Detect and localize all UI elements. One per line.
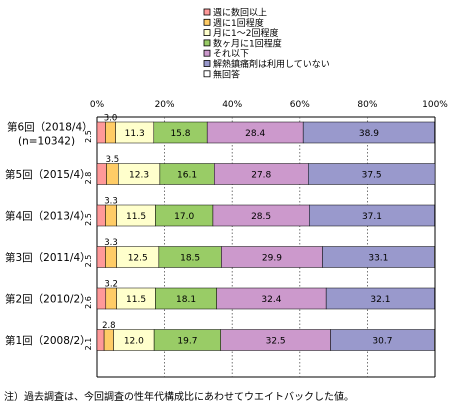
category-label-4: 第3回（2011/4） <box>5 251 91 264</box>
value-label-s1-r5: 2.6 <box>84 296 93 309</box>
value-label-s5-r1: 28.4 <box>245 129 265 139</box>
value-label-s1-r4: 2.5 <box>84 255 93 268</box>
legend-label-5: それ以下 <box>213 49 249 60</box>
bar-segment-s6-r2 <box>308 163 436 185</box>
bar-segment-s1-r5 <box>96 287 107 310</box>
value-label-s1-r6: 2.1 <box>84 338 93 351</box>
legend-label-7: 無回答 <box>213 68 240 80</box>
x-tick-label-0pct: 0% <box>90 100 105 110</box>
value-label-s1-r2: 2.8 <box>84 172 93 185</box>
legend-swatch-4 <box>203 39 211 47</box>
category-label-1: 第6回（2018/4） <box>7 121 93 134</box>
value-label-s4-r4: 18.5 <box>180 254 200 264</box>
value-label-s6-r3: 37.1 <box>362 212 382 222</box>
value-label-s3-r5: 11.5 <box>126 295 146 305</box>
value-label-s6-r4: 33.1 <box>368 254 388 264</box>
value-label-s4-r5: 18.1 <box>176 295 196 305</box>
legend-label-1: 週に数回以上 <box>213 7 267 19</box>
value-label-s4-r2: 16.1 <box>177 171 197 181</box>
bar-segment-s2-r2 <box>106 163 119 185</box>
chart-footnote: 注）過去調査は、今回調査の性年代構成比にあわせてウエイトバックした値。 <box>4 392 354 403</box>
value-label-s2-r6: 2.8 <box>102 321 116 331</box>
value-label-s5-r3: 28.5 <box>251 212 271 222</box>
value-label-s3-r3: 11.5 <box>126 212 146 222</box>
value-label-s6-r5: 32.1 <box>370 295 390 305</box>
x-tick-label-20pct: 20% <box>155 100 175 110</box>
bar-segment-s1-r2 <box>96 163 107 185</box>
value-label-s6-r1: 38.9 <box>359 129 379 139</box>
value-label-s1-r1: 2.5 <box>84 130 93 143</box>
value-label-s1-r3: 2.5 <box>84 213 93 226</box>
x-tick-label-40pct: 40% <box>222 100 242 110</box>
value-label-s2-r3: 3.3 <box>104 197 118 207</box>
value-label-s6-r2: 37.5 <box>362 171 382 181</box>
x-tick-label-100pct: 100% <box>422 100 448 110</box>
bar-segment-s7-r6 <box>434 329 436 351</box>
value-label-s4-r3: 17.0 <box>174 212 194 222</box>
legend-label-4: 数ヶ月に1回程度 <box>213 37 282 49</box>
value-label-s2-r2: 3.5 <box>106 155 120 165</box>
value-label-s2-r4: 3.3 <box>104 238 118 248</box>
legend-swatch-6 <box>203 60 211 67</box>
legend-label-6: 解熱鎮痛剤は利用していない <box>213 58 330 70</box>
category-label-6: 第1回（2008/2） <box>5 334 91 347</box>
legend-swatch-3 <box>203 29 211 37</box>
value-label-s3-r1: 11.3 <box>125 129 145 139</box>
value-label-s2-r5: 3.2 <box>104 280 118 290</box>
value-label-s2-r1: 3.0 <box>104 114 118 124</box>
value-label-s5-r4: 29.9 <box>262 254 282 264</box>
x-tick-label-60pct: 60% <box>290 100 310 110</box>
bar-segment-s2-r4 <box>105 246 117 268</box>
legend-swatch-5 <box>203 49 211 57</box>
value-label-s5-r2: 27.8 <box>251 171 271 181</box>
category-label-3: 第4回（2013/4） <box>5 210 91 223</box>
value-label-s3-r6: 12.0 <box>124 337 144 347</box>
value-label-s5-r6: 32.5 <box>266 337 286 347</box>
legend-swatch-2 <box>203 18 211 26</box>
value-label-s4-r6: 19.7 <box>177 337 197 347</box>
category-label-5: 第2回（2010/2） <box>5 293 91 306</box>
bar-segment-s2-r6 <box>103 329 114 351</box>
value-label-s6-r6: 30.7 <box>372 337 392 347</box>
bar-segment-s1-r6 <box>96 329 105 351</box>
bar-segment-s2-r5 <box>105 287 117 310</box>
category-label-2: 第5回（2015/4） <box>5 168 91 181</box>
bar-segment-s2-r3 <box>105 204 117 227</box>
bar-segment-s1-r3 <box>96 204 106 227</box>
legend-swatch-1 <box>203 8 211 16</box>
value-label-s5-r5: 32.4 <box>261 295 281 305</box>
bar-segment-s1-r4 <box>96 246 106 268</box>
value-label-s4-r1: 15.8 <box>170 129 190 139</box>
bar-segment-s7-r4 <box>434 246 436 268</box>
value-label-s3-r4: 12.5 <box>128 254 148 264</box>
bar-segment-s2-r1 <box>105 121 116 144</box>
legend-label-3: 月に1～2回程度 <box>213 27 278 39</box>
legend-label-2: 週に1回程度 <box>213 17 264 29</box>
legend-swatch-7 <box>203 70 211 78</box>
category-sublabel-1: (n=10342) <box>18 136 75 148</box>
x-tick-label-80pct: 80% <box>357 100 377 110</box>
bar-segment-s1-r1 <box>96 121 106 144</box>
value-label-s3-r2: 12.3 <box>129 171 149 181</box>
